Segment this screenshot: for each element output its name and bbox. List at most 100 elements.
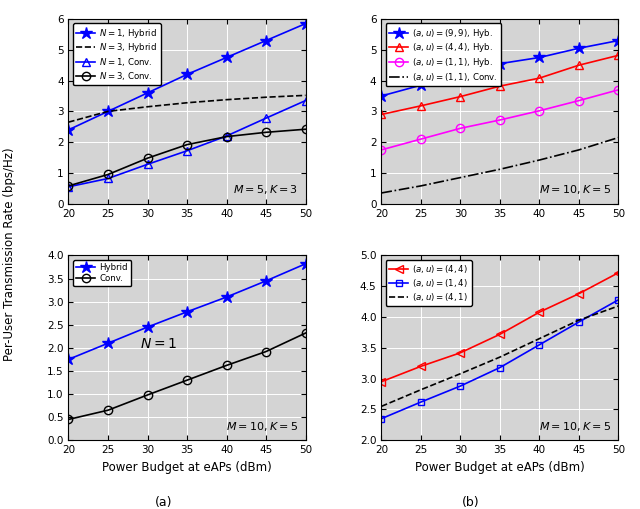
$N=3$, Hybrid (262, 94, 270, 100)
$N=1$, Hybrid (65, 127, 72, 133)
$(a,u)=(1,1)$, Conv. (378, 190, 385, 196)
$(a,u)=(4,4)$ (496, 331, 504, 337)
$(a,u)=(9,9)$, Hyb. (496, 61, 504, 67)
$(a,u)=(1,1)$, Conv. (496, 166, 504, 173)
Conv. (301, 330, 309, 336)
Line: $(a,u)=(9,9)$, Hyb.: $(a,u)=(9,9)$, Hyb. (375, 34, 625, 102)
Text: (b): (b) (461, 496, 479, 509)
$(a,u)=(1,1)$, Hyb. (496, 117, 504, 123)
$N=1$, Hybrid (262, 38, 270, 44)
$N=1$, Conv. (301, 98, 309, 104)
$N=3$, Hybrid (183, 100, 191, 106)
$(a,u)=(4,1)$ (536, 335, 543, 342)
$(a,u)=(1,1)$, Hyb. (614, 87, 622, 93)
$N=3$, Conv. (301, 126, 309, 132)
Text: $N=1$: $N=1$ (140, 337, 177, 351)
$(a,u)=(1,1)$, Hyb. (378, 147, 385, 153)
$(a,u)=(9,9)$, Hyb. (378, 93, 385, 99)
X-axis label: Power Budget at eAPs (dBm): Power Budget at eAPs (dBm) (102, 461, 272, 474)
$N=1$, Conv. (143, 161, 151, 167)
Legend: $(a,u)=(4,4)$, $(a,u)=(1,4)$, $(a,u)=(4,1)$: $(a,u)=(4,4)$, $(a,u)=(1,4)$, $(a,u)=(4,… (386, 260, 472, 306)
Line: $N=1$, Conv.: $N=1$, Conv. (64, 96, 310, 191)
$(a,u)=(1,4)$ (536, 342, 543, 348)
$(a,u)=(4,1)$ (614, 303, 622, 309)
$N=3$, Hybrid (301, 92, 309, 98)
$(a,u)=(1,1)$, Conv. (614, 134, 622, 140)
$N=3$, Hybrid (143, 104, 151, 110)
$N=1$, Hybrid (143, 90, 151, 96)
$(a,u)=(4,4)$ (378, 379, 385, 385)
Conv. (223, 362, 230, 369)
$(a,u)=(4,4)$, Hyb. (417, 103, 425, 109)
$N=3$, Conv. (223, 133, 230, 139)
Hybrid (262, 278, 270, 284)
$N=3$, Conv. (262, 129, 270, 135)
$N=1$, Hybrid (183, 71, 191, 77)
$(a,u)=(4,4)$, Hyb. (575, 62, 583, 68)
$(a,u)=(1,4)$ (456, 383, 464, 389)
$(a,u)=(9,9)$, Hyb. (456, 71, 464, 77)
$(a,u)=(4,4)$ (536, 309, 543, 315)
Line: $(a,u)=(1,1)$, Hyb.: $(a,u)=(1,1)$, Hyb. (377, 86, 623, 154)
$N=1$, Hybrid (301, 20, 309, 26)
$N=3$, Hybrid (223, 97, 230, 103)
$(a,u)=(4,4)$ (575, 291, 583, 297)
Hybrid (223, 294, 230, 300)
Legend: $(a,u)=(9,9)$, Hyb., $(a,u)=(4,4)$, Hyb., $(a,u)=(1,1)$, Hyb., $(a,u)=(1,1)$, Co: $(a,u)=(9,9)$, Hyb., $(a,u)=(4,4)$, Hyb.… (386, 23, 502, 87)
$(a,u)=(1,1)$, Conv. (536, 157, 543, 163)
$N=3$, Conv. (143, 155, 151, 161)
$(a,u)=(4,4)$, Hyb. (536, 75, 543, 81)
$N=3$, Conv. (65, 183, 72, 189)
$N=3$, Hybrid (104, 108, 112, 115)
$(a,u)=(1,1)$, Conv. (456, 175, 464, 181)
$(a,u)=(4,4)$, Hyb. (378, 111, 385, 118)
$N=1$, Conv. (223, 133, 230, 139)
Line: $N=3$, Conv.: $N=3$, Conv. (64, 125, 310, 190)
Conv. (262, 349, 270, 355)
$(a,u)=(4,1)$ (378, 403, 385, 409)
$(a,u)=(4,4)$, Hyb. (614, 52, 622, 59)
$(a,u)=(1,1)$, Hyb. (456, 125, 464, 131)
$N=1$, Conv. (104, 176, 112, 182)
$N=3$, Conv. (104, 172, 112, 178)
$N=1$, Conv. (262, 115, 270, 121)
Line: $(a,u)=(4,4)$: $(a,u)=(4,4)$ (377, 269, 623, 386)
$(a,u)=(9,9)$, Hyb. (536, 54, 543, 61)
$(a,u)=(4,1)$ (417, 387, 425, 393)
$(a,u)=(1,4)$ (417, 399, 425, 405)
$N=1$, Conv. (65, 184, 72, 190)
Line: $(a,u)=(1,1)$, Conv.: $(a,u)=(1,1)$, Conv. (381, 137, 618, 193)
Line: $(a,u)=(1,4)$: $(a,u)=(1,4)$ (378, 296, 622, 422)
$(a,u)=(1,1)$, Conv. (417, 183, 425, 189)
$(a,u)=(1,1)$, Conv. (575, 147, 583, 153)
$N=3$, Conv. (183, 142, 191, 148)
Hybrid (183, 309, 191, 315)
Text: $M=5,K=3$: $M=5,K=3$ (234, 183, 298, 196)
Hybrid (143, 324, 151, 330)
Legend: $N=1$, Hybrid, $N=3$, Hybrid, $N=1$, Conv., $N=3$, Conv.: $N=1$, Hybrid, $N=3$, Hybrid, $N=1$, Con… (73, 23, 161, 86)
$(a,u)=(1,1)$, Hyb. (536, 108, 543, 114)
Line: Hybrid: Hybrid (62, 258, 312, 365)
Conv. (65, 416, 72, 422)
$N=1$, Conv. (183, 148, 191, 154)
Legend: Hybrid, Conv.: Hybrid, Conv. (73, 260, 131, 287)
$(a,u)=(4,1)$ (496, 354, 504, 360)
$N=3$, Hybrid (65, 119, 72, 125)
$(a,u)=(9,9)$, Hyb. (614, 38, 622, 44)
Hybrid (104, 340, 112, 346)
Hybrid (301, 261, 309, 267)
$(a,u)=(1,4)$ (614, 297, 622, 303)
Line: $(a,u)=(4,1)$: $(a,u)=(4,1)$ (381, 306, 618, 406)
$(a,u)=(4,1)$ (456, 371, 464, 377)
Line: $N=3$, Hybrid: $N=3$, Hybrid (68, 95, 305, 122)
Text: (a): (a) (154, 496, 172, 509)
$(a,u)=(4,1)$ (575, 317, 583, 323)
$(a,u)=(1,4)$ (378, 416, 385, 422)
$(a,u)=(1,1)$, Hyb. (417, 136, 425, 142)
$(a,u)=(4,4)$, Hyb. (456, 94, 464, 100)
Text: $M=10,K=5$: $M=10,K=5$ (540, 183, 611, 196)
$N=1$, Hybrid (223, 54, 230, 61)
$(a,u)=(9,9)$, Hyb. (575, 45, 583, 51)
$N=1$, Hybrid (104, 108, 112, 115)
Conv. (104, 407, 112, 413)
